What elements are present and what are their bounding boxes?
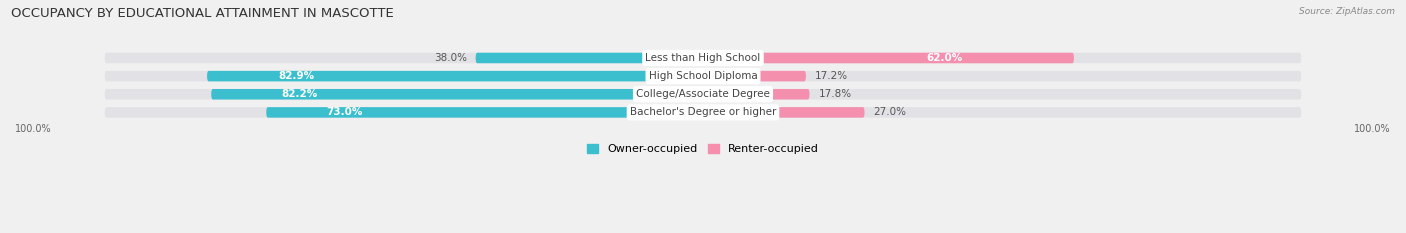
Text: 82.9%: 82.9% bbox=[278, 71, 315, 81]
Text: 100.0%: 100.0% bbox=[1354, 124, 1391, 134]
Text: Less than High School: Less than High School bbox=[645, 53, 761, 63]
FancyBboxPatch shape bbox=[703, 53, 1074, 63]
Text: Source: ZipAtlas.com: Source: ZipAtlas.com bbox=[1299, 7, 1395, 16]
FancyBboxPatch shape bbox=[475, 53, 703, 63]
Text: 62.0%: 62.0% bbox=[927, 53, 962, 63]
Text: 17.8%: 17.8% bbox=[818, 89, 852, 99]
FancyBboxPatch shape bbox=[104, 53, 1302, 63]
Text: OCCUPANCY BY EDUCATIONAL ATTAINMENT IN MASCOTTE: OCCUPANCY BY EDUCATIONAL ATTAINMENT IN M… bbox=[11, 7, 394, 20]
FancyBboxPatch shape bbox=[703, 71, 806, 81]
FancyBboxPatch shape bbox=[703, 107, 865, 118]
Text: 82.2%: 82.2% bbox=[281, 89, 318, 99]
Text: 73.0%: 73.0% bbox=[326, 107, 363, 117]
FancyBboxPatch shape bbox=[266, 107, 703, 118]
FancyBboxPatch shape bbox=[207, 71, 703, 81]
FancyBboxPatch shape bbox=[703, 89, 810, 99]
Text: 17.2%: 17.2% bbox=[815, 71, 848, 81]
Text: High School Diploma: High School Diploma bbox=[648, 71, 758, 81]
Text: 100.0%: 100.0% bbox=[15, 124, 52, 134]
Text: 38.0%: 38.0% bbox=[433, 53, 467, 63]
FancyBboxPatch shape bbox=[211, 89, 703, 99]
FancyBboxPatch shape bbox=[104, 89, 1302, 99]
FancyBboxPatch shape bbox=[104, 107, 1302, 118]
Legend: Owner-occupied, Renter-occupied: Owner-occupied, Renter-occupied bbox=[586, 144, 820, 154]
Text: College/Associate Degree: College/Associate Degree bbox=[636, 89, 770, 99]
FancyBboxPatch shape bbox=[104, 71, 1302, 81]
Text: Bachelor's Degree or higher: Bachelor's Degree or higher bbox=[630, 107, 776, 117]
Text: 27.0%: 27.0% bbox=[873, 107, 907, 117]
